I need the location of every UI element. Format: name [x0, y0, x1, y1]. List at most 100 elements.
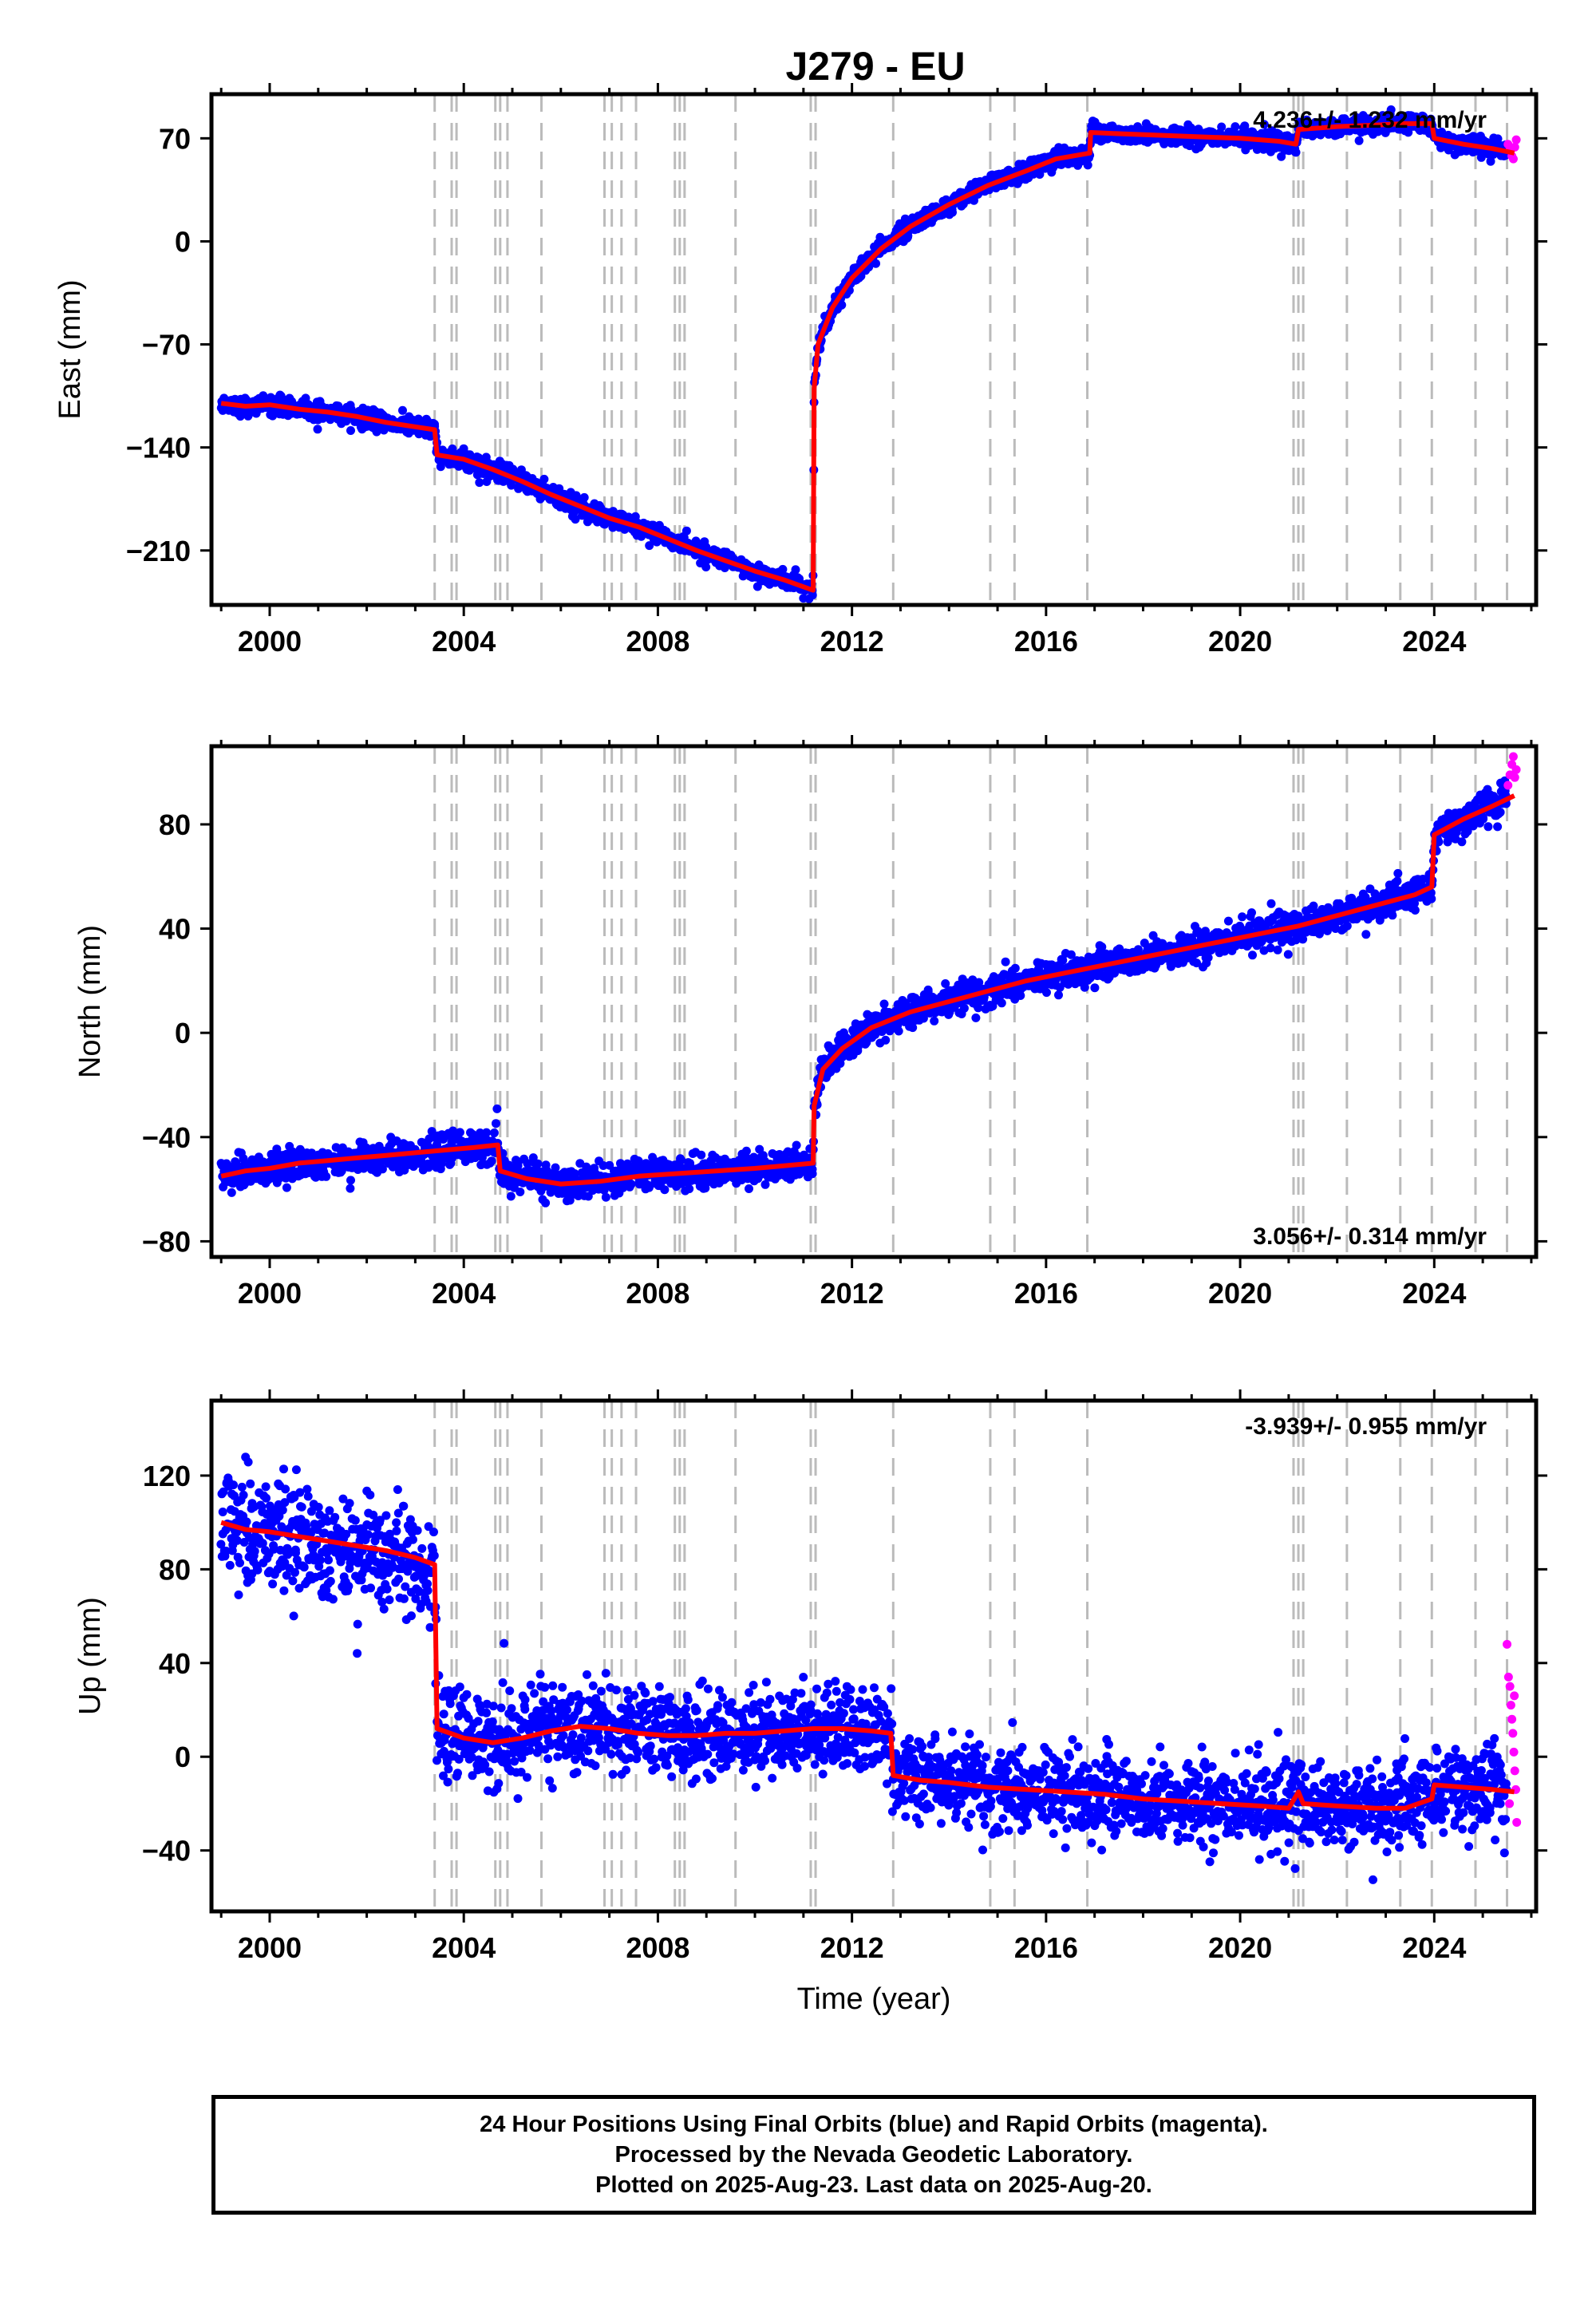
north-point	[346, 1176, 355, 1185]
north-point	[492, 1104, 502, 1113]
east-point	[475, 478, 484, 488]
north-point	[1247, 908, 1256, 918]
north-point	[1248, 951, 1257, 960]
north-point	[487, 1156, 496, 1166]
north-point	[1010, 963, 1020, 973]
north-point	[1001, 957, 1010, 966]
east-y-tick-label: −70	[142, 329, 191, 362]
north-point	[516, 1188, 525, 1196]
north-point	[227, 1188, 236, 1197]
east-point	[571, 515, 580, 524]
east-y-axis-title: East (mm)	[53, 279, 87, 419]
north-point	[598, 1161, 608, 1170]
east-point	[579, 492, 589, 502]
north-point	[879, 999, 889, 1009]
east-y-tick-label: 70	[159, 122, 191, 155]
north-point	[377, 1164, 387, 1174]
north-point	[792, 1140, 801, 1150]
east-point	[645, 541, 654, 551]
east-point	[1419, 112, 1428, 121]
east-point	[1486, 156, 1495, 166]
north-point	[677, 1156, 686, 1164]
east-point	[1354, 136, 1364, 145]
north-point	[322, 1172, 331, 1181]
east-x-tick-label: 2024	[1402, 625, 1466, 658]
east-point	[436, 462, 445, 472]
east-rapid-point	[1508, 154, 1518, 164]
east-x-tick-label: 2016	[1014, 625, 1078, 658]
north-point	[894, 1026, 903, 1036]
north-point	[685, 1184, 694, 1194]
east-y-tick-label: −140	[126, 432, 191, 464]
east-point	[871, 259, 880, 268]
east-point	[1476, 152, 1486, 162]
north-point	[697, 1150, 706, 1160]
north-point	[346, 1184, 355, 1193]
east-point	[398, 405, 407, 415]
north-point	[1266, 899, 1276, 908]
east-x-tick-label: 2012	[820, 625, 884, 658]
north-point	[231, 1159, 241, 1168]
east-y-tick-label: 0	[175, 225, 191, 258]
north-point	[570, 1169, 579, 1179]
north-point	[506, 1192, 516, 1201]
north-point	[523, 1159, 532, 1168]
north-point	[997, 998, 1006, 1008]
north-point	[533, 1159, 543, 1168]
east-point	[1083, 160, 1092, 170]
north-plot-area	[216, 746, 1521, 1257]
east-point	[313, 425, 322, 434]
north-point	[626, 1180, 636, 1189]
east-rapid-point	[1510, 142, 1519, 152]
east-panel: 2000 2004 2008 2012 2016 2020 2024−210−140−700…	[53, 83, 1547, 658]
north-point	[425, 1134, 434, 1144]
east-point	[1231, 122, 1240, 132]
north-point	[489, 1128, 499, 1137]
north-point	[601, 1192, 610, 1202]
north-point	[1223, 916, 1233, 926]
east-point	[681, 526, 691, 536]
north-point	[492, 1119, 500, 1128]
east-y-tick-label: −210	[126, 535, 191, 567]
chart-title: J279 - EU	[785, 44, 965, 89]
east-point	[1252, 144, 1262, 154]
east-point	[507, 480, 516, 490]
east-point	[1259, 120, 1269, 129]
east-point	[459, 444, 468, 453]
north-point	[482, 1128, 492, 1137]
east-point	[1386, 105, 1396, 114]
east-point	[346, 426, 355, 435]
east-point	[791, 565, 800, 575]
north-point	[959, 1003, 969, 1013]
east-rapid-point	[1511, 135, 1521, 144]
east-point	[808, 591, 817, 600]
north-point	[1042, 988, 1051, 998]
north-point	[1203, 953, 1213, 962]
north-point	[1054, 990, 1063, 1000]
north-point	[1273, 945, 1282, 954]
north-point	[741, 1146, 751, 1156]
north-point	[455, 1128, 464, 1137]
north-point	[282, 1183, 291, 1192]
east-point	[837, 300, 847, 310]
east-model-line	[220, 121, 1515, 593]
east-point	[539, 474, 549, 484]
north-point	[808, 1169, 817, 1179]
north-panel: 2000 2004 2008 2012 2016 2020 2024−80−4004080N…	[73, 735, 1547, 1310]
east-final-orbit-points	[216, 105, 1511, 603]
north-point	[971, 1013, 981, 1022]
east-x-tick-label: 2000	[238, 625, 302, 658]
north-point	[427, 1127, 437, 1136]
east-point	[701, 563, 711, 571]
north-point	[1238, 912, 1247, 922]
north-point	[541, 1198, 551, 1207]
north-final-orbit-points	[216, 776, 1511, 1207]
east-point	[1404, 128, 1413, 137]
east-point	[1217, 122, 1227, 132]
north-point	[1283, 950, 1293, 959]
east-x-tick-label: 2004	[432, 625, 496, 658]
north-point	[745, 1184, 753, 1193]
north-point	[881, 1035, 891, 1045]
east-point	[1291, 148, 1301, 157]
